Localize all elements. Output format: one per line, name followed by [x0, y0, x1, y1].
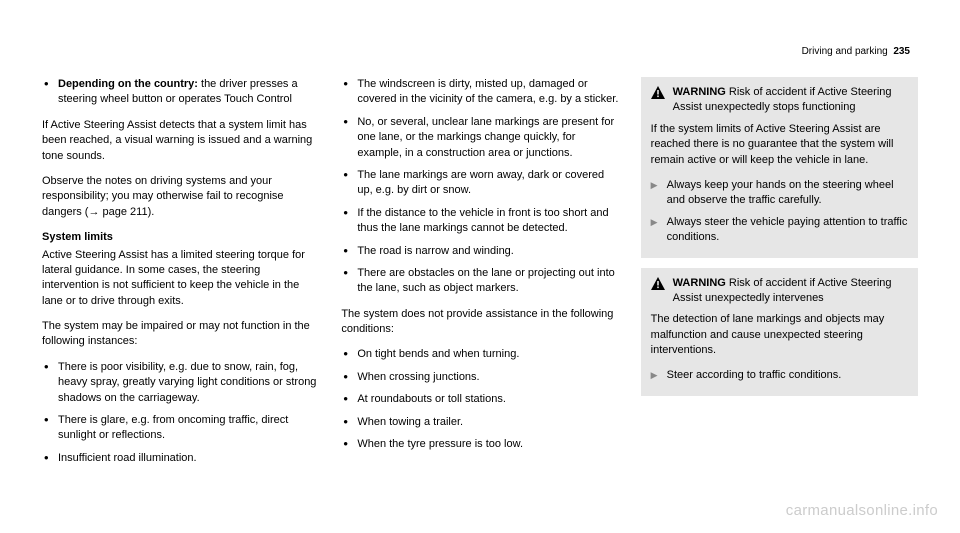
- list-item: No, or several, unclear lane markings ar…: [341, 115, 618, 161]
- column-2: The windscreen is dirty, misted up, dama…: [341, 77, 618, 476]
- column-3: WARNING Risk of accident if Active Steer…: [641, 77, 918, 476]
- list-item: On tight bends and when turning.: [341, 347, 618, 362]
- bullet-list: On tight bends and when turning. When cr…: [341, 347, 618, 452]
- page-header: Driving and parking 235: [42, 45, 918, 59]
- action-item: Always keep your hands on the steering w…: [651, 178, 908, 209]
- list-item: Insufficient road illumination.: [42, 451, 319, 466]
- warning-label: WARNING: [673, 86, 726, 98]
- warning-label: WARNING: [673, 277, 726, 289]
- subheading: System limits: [42, 230, 319, 245]
- action-list: Steer according to traffic conditions.: [651, 368, 908, 383]
- warning-box: WARNING Risk of accident if Active Steer…: [641, 268, 918, 396]
- column-1: Depending on the country: the driver pre…: [42, 77, 319, 476]
- content-columns: Depending on the country: the driver pre…: [42, 77, 918, 476]
- action-item: Steer according to traffic conditions.: [651, 368, 908, 383]
- paragraph: The system may be impaired or may not fu…: [42, 319, 319, 350]
- paragraph: Observe the notes on driving systems and…: [42, 174, 319, 220]
- page-container: Driving and parking 235 Depending on the…: [0, 0, 960, 496]
- list-item: There is poor visibility, e.g. due to sn…: [42, 360, 319, 406]
- list-item: There are obstacles on the lane or proje…: [341, 266, 618, 297]
- list-item: When towing a trailer.: [341, 415, 618, 430]
- list-item: The road is narrow and winding.: [341, 244, 618, 259]
- bold-lead: Depending on the country:: [58, 78, 198, 90]
- action-list: Always keep your hands on the steering w…: [651, 178, 908, 246]
- warning-title-text: WARNING Risk of accident if Active Steer…: [673, 276, 908, 307]
- list-item: The windscreen is dirty, misted up, dama…: [341, 77, 618, 108]
- warning-triangle-icon: [651, 86, 665, 99]
- action-item: Always steer the vehicle paying attentio…: [651, 215, 908, 246]
- bullet-list: Depending on the country: the driver pre…: [42, 77, 319, 108]
- bullet-list: The windscreen is dirty, misted up, dama…: [341, 77, 618, 297]
- warning-triangle-icon: [651, 277, 665, 290]
- warning-body: If the system limits of Active Steering …: [651, 122, 908, 168]
- list-item: Depending on the country: the driver pre…: [42, 77, 319, 108]
- list-item: When the tyre pressure is too low.: [341, 437, 618, 452]
- warning-body: The detection of lane markings and objec…: [651, 312, 908, 358]
- paragraph: If Active Steering Assist detects that a…: [42, 118, 319, 164]
- list-item: At roundabouts or toll stations.: [341, 392, 618, 407]
- section-title: Driving and parking: [802, 46, 888, 57]
- paragraph: The system does not provide assistance i…: [341, 307, 618, 338]
- list-item: When crossing junctions.: [341, 370, 618, 385]
- watermark: carmanualsonline.info: [786, 500, 938, 521]
- warning-box: WARNING Risk of accident if Active Steer…: [641, 77, 918, 258]
- list-item: The lane markings are worn away, dark or…: [341, 168, 618, 199]
- page-number: 235: [893, 46, 910, 57]
- list-item: If the distance to the vehicle in front …: [341, 206, 618, 237]
- warning-head: WARNING Risk of accident if Active Steer…: [651, 85, 908, 116]
- warning-title-text: WARNING Risk of accident if Active Steer…: [673, 85, 908, 116]
- paragraph: Active Steering Assist has a limited ste…: [42, 248, 319, 310]
- bullet-list: There is poor visibility, e.g. due to sn…: [42, 360, 319, 466]
- list-item: There is glare, e.g. from oncoming traff…: [42, 413, 319, 444]
- warning-head: WARNING Risk of accident if Active Steer…: [651, 276, 908, 307]
